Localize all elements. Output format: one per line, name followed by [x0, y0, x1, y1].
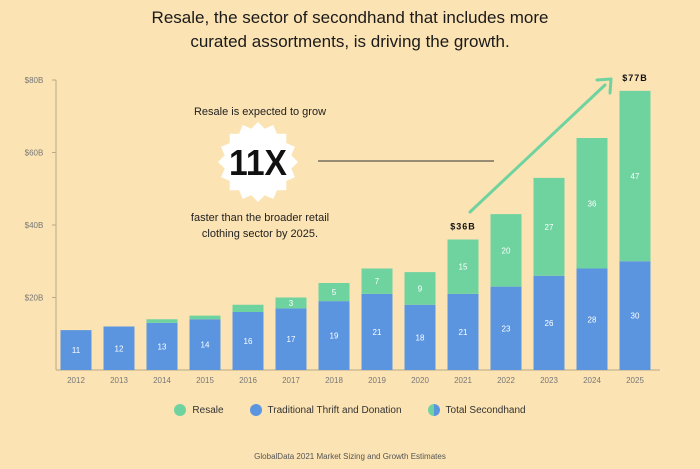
x-tick-label-2016: 2016: [239, 376, 257, 385]
x-tick-label-2023: 2023: [540, 376, 558, 385]
x-tick-label-2019: 2019: [368, 376, 386, 385]
callout-bottom-text: faster than the broader retail clothing …: [170, 210, 350, 242]
bar-resale-2018: [318, 283, 350, 302]
bars: [60, 90, 651, 370]
bar-traditional-2012: [60, 330, 92, 370]
label-traditional-2024: 28: [588, 315, 597, 324]
bar-resale-2024: [576, 138, 608, 269]
label-resale-2019: 7: [375, 277, 380, 286]
bar-resale-2016: [232, 304, 264, 312]
bar-labels: 1120121220131320141420151620161732017195…: [67, 73, 648, 385]
label-resale-2023: 27: [545, 223, 554, 232]
y-tick-label: $40B: [25, 221, 44, 230]
legend-item-total: Total Secondhand: [427, 404, 526, 416]
bar-resale-2025: [619, 90, 651, 262]
bar-traditional-2025: [619, 261, 651, 370]
x-tick-label-2012: 2012: [67, 376, 85, 385]
label-resale-2025: 47: [631, 172, 640, 181]
label-traditional-2023: 26: [545, 319, 554, 328]
label-resale-2022: 20: [502, 246, 511, 255]
x-tick-label-2025: 2025: [626, 376, 644, 385]
label-traditional-2013: 12: [115, 344, 124, 353]
y-tick-label: $20B: [25, 294, 44, 303]
bar-traditional-2021: [447, 293, 479, 370]
y-tick-label: $80B: [25, 76, 44, 85]
total-annotation-2025: $77B: [622, 73, 648, 83]
source-note: GlobalData 2021 Market Sizing and Growth…: [254, 452, 446, 461]
bar-resale-2020: [404, 272, 436, 305]
title-line-1: Resale, the sector of secondhand that in…: [151, 8, 549, 27]
starburst-badge: [218, 122, 298, 202]
bar-traditional-2019: [361, 293, 393, 370]
x-tick-label-2015: 2015: [196, 376, 214, 385]
x-tick-label-2022: 2022: [497, 376, 515, 385]
label-resale-2020: 9: [418, 284, 423, 293]
label-traditional-2022: 23: [502, 324, 511, 333]
growth-arrow-head: [595, 77, 613, 95]
bar-traditional-2016: [232, 312, 264, 370]
bar-resale-2017: [275, 297, 307, 309]
growth-arrow: [468, 77, 613, 214]
total-annotation-2021: $36B: [450, 222, 476, 232]
bar-traditional-2015: [189, 319, 221, 370]
legend-item-traditional: Traditional Thrift and Donation: [249, 404, 402, 416]
legend: Resale Traditional Thrift and Donation T…: [0, 404, 700, 416]
legend-swatch-traditional: [249, 404, 262, 416]
bar-resale-2014: [146, 319, 178, 323]
bar-traditional-2018: [318, 301, 350, 370]
label-resale-2017: 3: [289, 299, 294, 308]
label-traditional-2025: 30: [631, 312, 640, 321]
x-tick-label-2024: 2024: [583, 376, 601, 385]
title-line-2: curated assortments, is driving the grow…: [190, 32, 510, 51]
x-tick-label-2018: 2018: [325, 376, 343, 385]
bar-traditional-2020: [404, 304, 436, 370]
label-traditional-2017: 17: [287, 335, 296, 344]
bar-resale-2021: [447, 239, 479, 294]
x-tick-label-2014: 2014: [153, 376, 171, 385]
label-resale-2018: 5: [332, 288, 337, 297]
label-traditional-2015: 14: [201, 341, 210, 350]
label-traditional-2018: 19: [330, 332, 339, 341]
callout-highlight: 11X: [229, 142, 287, 183]
bar-traditional-2024: [576, 268, 608, 370]
callout-top-text: Resale is expected to grow: [193, 106, 327, 118]
label-traditional-2019: 21: [373, 328, 382, 337]
legend-item-resale: Resale: [174, 404, 224, 416]
callout-badge: 11X: [218, 122, 494, 202]
x-tick-label-2020: 2020: [411, 376, 429, 385]
x-tick-label-2021: 2021: [454, 376, 472, 385]
label-traditional-2021: 21: [459, 328, 468, 337]
chart-title: Resale, the sector of secondhand that in…: [0, 6, 700, 54]
legend-swatch-resale: [174, 404, 187, 416]
label-resale-2021: 15: [459, 263, 468, 272]
bar-resale-2019: [361, 268, 393, 294]
growth-arrow-shaft: [468, 83, 607, 214]
label-resale-2024: 36: [588, 199, 597, 208]
callout-bottom-line-1: faster than the broader retail: [190, 212, 330, 224]
legend-label-resale: Resale: [192, 404, 224, 416]
legend-label-total: Total Secondhand: [445, 404, 526, 416]
label-traditional-2016: 16: [244, 337, 253, 346]
bar-traditional-2014: [146, 322, 178, 370]
bar-traditional-2013: [103, 326, 135, 370]
label-traditional-2012: 11: [72, 346, 81, 355]
bar-resale-2022: [490, 214, 522, 287]
label-traditional-2020: 18: [416, 333, 425, 342]
bar-resale-2015: [189, 315, 221, 320]
bar-resale-2023: [533, 177, 565, 276]
bar-traditional-2017: [275, 308, 307, 370]
x-tick-label-2013: 2013: [110, 376, 128, 385]
legend-label-traditional: Traditional Thrift and Donation: [267, 404, 402, 416]
legend-swatch-total: [427, 404, 440, 416]
label-traditional-2014: 13: [158, 342, 167, 351]
bar-traditional-2023: [533, 275, 565, 370]
x-tick-label-2017: 2017: [282, 376, 300, 385]
callout-bottom-line-2: clothing sector by 2025.: [201, 228, 319, 240]
y-tick-label: $60B: [25, 149, 44, 158]
bar-traditional-2022: [490, 286, 522, 370]
